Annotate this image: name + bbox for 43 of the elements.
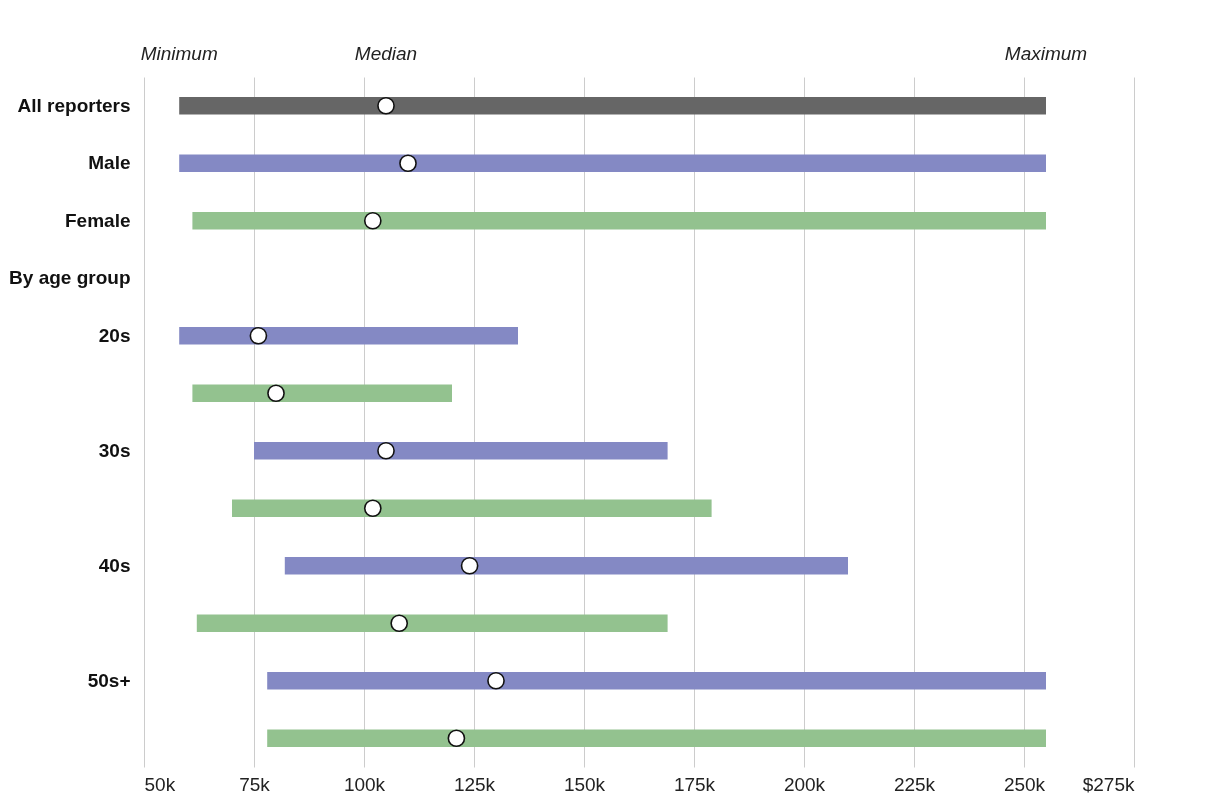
y-tick-label: By age group bbox=[9, 267, 131, 289]
y-tick-label: 20s bbox=[98, 324, 131, 346]
bar bbox=[179, 96, 1046, 115]
x-tick-label: 125k bbox=[453, 773, 496, 795]
y-tick-label: 30s bbox=[98, 439, 131, 461]
x-tick-label: 50k bbox=[144, 773, 176, 795]
bar bbox=[254, 441, 668, 460]
point bbox=[363, 499, 382, 518]
point bbox=[377, 96, 395, 115]
point bbox=[249, 326, 268, 345]
bar bbox=[179, 326, 518, 345]
bar bbox=[196, 614, 668, 633]
y-tick-label: Male bbox=[88, 152, 131, 174]
bar bbox=[179, 154, 1046, 173]
y-tick-label: Female bbox=[65, 209, 131, 231]
point bbox=[460, 556, 479, 575]
bar bbox=[232, 499, 712, 518]
x-tick-label: 150k bbox=[563, 773, 606, 795]
x-tick-label: 75k bbox=[239, 773, 271, 795]
annotation: Maximum bbox=[1004, 43, 1088, 64]
annotation: Minimum bbox=[140, 43, 218, 64]
y-tick-label: 40s bbox=[98, 554, 131, 576]
point bbox=[487, 671, 505, 690]
point bbox=[399, 154, 417, 173]
x-tick-label: 100k bbox=[343, 773, 386, 795]
point bbox=[363, 211, 382, 230]
point bbox=[267, 384, 285, 403]
bar bbox=[267, 729, 1046, 748]
x-tick-label: 250k bbox=[1003, 773, 1046, 795]
x-tick-label: 200k bbox=[783, 773, 826, 795]
bar bbox=[192, 211, 1046, 230]
y-tick-label: 50s+ bbox=[87, 669, 131, 691]
point bbox=[377, 441, 395, 460]
annotation: Median bbox=[354, 43, 418, 64]
point bbox=[390, 614, 409, 633]
y-tick-label: All reporters bbox=[17, 94, 131, 116]
point bbox=[447, 729, 466, 748]
x-tick-label: 225k bbox=[893, 773, 936, 795]
bar bbox=[284, 556, 848, 575]
bar bbox=[267, 671, 1046, 690]
x-tick-label: $275k bbox=[1082, 773, 1135, 795]
x-tick-label: 175k bbox=[673, 773, 716, 795]
bar bbox=[192, 384, 452, 403]
